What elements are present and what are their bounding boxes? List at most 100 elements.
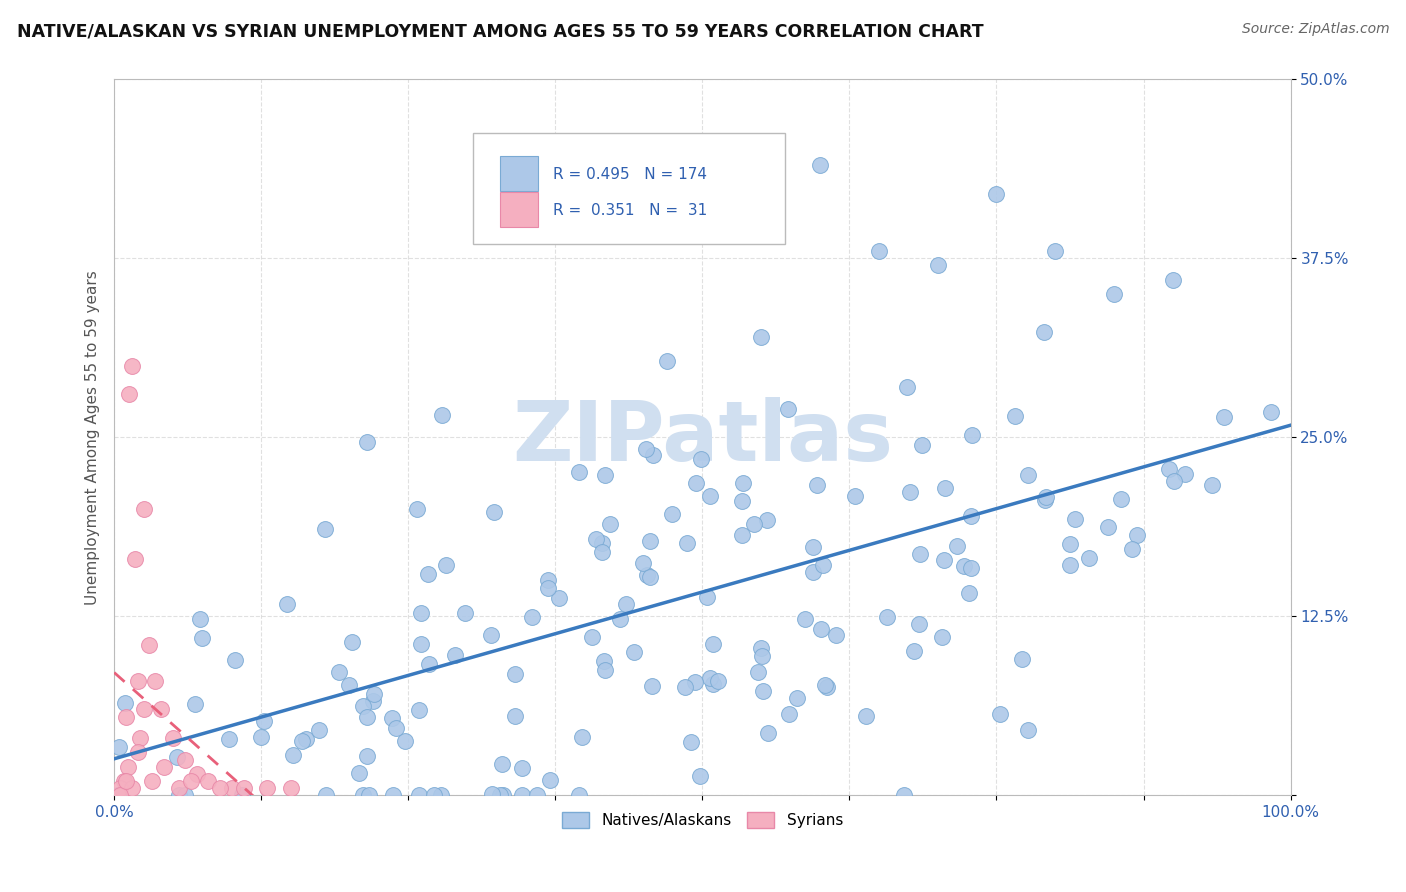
Point bbox=[280, 781, 302, 796]
Point bbox=[352, 698, 374, 713]
Point bbox=[673, 680, 696, 694]
Point bbox=[581, 631, 603, 645]
Point bbox=[489, 789, 512, 803]
Point bbox=[568, 465, 591, 479]
Point bbox=[685, 476, 707, 491]
Point bbox=[631, 556, 654, 570]
Point bbox=[522, 609, 544, 624]
Point bbox=[1260, 405, 1282, 419]
Point bbox=[591, 536, 613, 550]
Point bbox=[491, 757, 513, 772]
Point bbox=[276, 597, 298, 611]
Point bbox=[382, 789, 405, 803]
Point bbox=[347, 765, 370, 780]
Point bbox=[538, 772, 561, 787]
Point bbox=[132, 702, 155, 716]
Point bbox=[481, 787, 503, 801]
Point bbox=[1063, 512, 1085, 526]
Point bbox=[408, 789, 430, 803]
Point bbox=[690, 451, 713, 466]
Point bbox=[824, 628, 846, 642]
Point bbox=[356, 749, 378, 764]
Point bbox=[112, 774, 135, 789]
Point bbox=[731, 494, 754, 508]
Point bbox=[294, 731, 316, 746]
Point bbox=[962, 428, 984, 442]
Point bbox=[188, 612, 211, 626]
Point bbox=[689, 769, 711, 783]
Point bbox=[1161, 272, 1184, 286]
Point bbox=[903, 643, 925, 657]
Point bbox=[315, 789, 337, 803]
Point bbox=[444, 648, 467, 663]
Point bbox=[503, 666, 526, 681]
Point bbox=[250, 730, 273, 744]
Point bbox=[1121, 541, 1143, 556]
Point bbox=[1163, 474, 1185, 488]
Point bbox=[1078, 550, 1101, 565]
Point bbox=[593, 654, 616, 668]
Point bbox=[408, 703, 430, 717]
Point bbox=[756, 725, 779, 739]
Point bbox=[699, 671, 721, 685]
Point bbox=[1011, 651, 1033, 665]
Point bbox=[778, 707, 800, 722]
Point bbox=[752, 683, 775, 698]
Point bbox=[638, 533, 661, 548]
Point bbox=[751, 648, 773, 663]
Point bbox=[108, 789, 131, 803]
Point bbox=[231, 789, 253, 803]
Point bbox=[609, 612, 631, 626]
Point bbox=[593, 468, 616, 483]
Point bbox=[515, 186, 537, 201]
Point bbox=[337, 678, 360, 692]
Point bbox=[281, 748, 304, 763]
Point bbox=[124, 552, 146, 566]
Point bbox=[118, 387, 141, 401]
Point bbox=[121, 781, 143, 796]
Point bbox=[145, 673, 167, 688]
Point bbox=[679, 734, 702, 748]
Point bbox=[806, 477, 828, 491]
Point bbox=[510, 789, 533, 803]
Point bbox=[731, 476, 754, 491]
Point bbox=[479, 628, 502, 642]
Point bbox=[957, 585, 980, 599]
Point bbox=[409, 606, 432, 620]
Point bbox=[953, 559, 976, 574]
Point bbox=[129, 731, 152, 745]
Point bbox=[1035, 493, 1057, 508]
Point bbox=[356, 710, 378, 724]
Point bbox=[482, 504, 505, 518]
Point bbox=[749, 330, 772, 344]
Point bbox=[174, 789, 197, 803]
Point bbox=[253, 714, 276, 728]
Text: Source: ZipAtlas.com: Source: ZipAtlas.com bbox=[1241, 22, 1389, 37]
Point bbox=[430, 789, 453, 803]
Point bbox=[132, 501, 155, 516]
Point bbox=[706, 673, 728, 688]
Point bbox=[314, 522, 336, 536]
Point bbox=[548, 591, 571, 605]
Point bbox=[814, 677, 837, 691]
Point bbox=[1004, 409, 1026, 423]
Point bbox=[537, 581, 560, 595]
Point bbox=[960, 561, 983, 575]
Point bbox=[868, 244, 890, 258]
Point bbox=[162, 731, 184, 745]
Point bbox=[492, 789, 515, 803]
Point bbox=[121, 359, 143, 373]
Point bbox=[815, 680, 838, 694]
Point bbox=[537, 573, 560, 587]
Point bbox=[356, 435, 378, 450]
Point bbox=[167, 781, 190, 796]
Point bbox=[614, 597, 637, 611]
Point bbox=[169, 789, 191, 803]
Point bbox=[749, 640, 772, 655]
Point bbox=[801, 540, 824, 554]
Point bbox=[702, 637, 724, 651]
Point bbox=[127, 746, 149, 760]
Point bbox=[756, 513, 779, 527]
Point bbox=[988, 707, 1011, 722]
Point bbox=[1159, 462, 1181, 476]
